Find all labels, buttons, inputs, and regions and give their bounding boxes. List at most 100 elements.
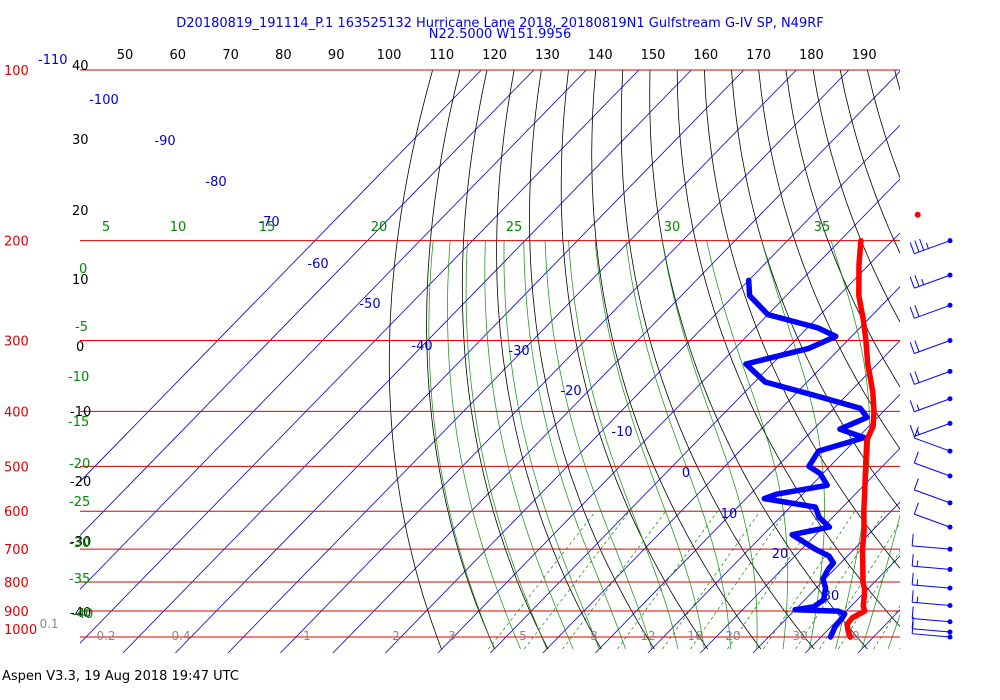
wind-barb-feather bbox=[909, 242, 915, 254]
wind-barb-feather bbox=[909, 342, 915, 354]
pressure-tick-label: 1000 bbox=[4, 623, 37, 638]
wind-barb-staff bbox=[914, 489, 951, 504]
left-axis-label: -10 bbox=[70, 405, 91, 420]
mixing-ratio-line bbox=[873, 605, 900, 650]
mixing-ratio-label: 30 bbox=[792, 629, 807, 643]
isotherm-tick-label: -70 bbox=[258, 215, 279, 230]
moist-adiabat-label: -10 bbox=[68, 370, 89, 385]
moist-adiabat-label: -35 bbox=[69, 572, 90, 587]
top-axis-label: 70 bbox=[222, 48, 239, 63]
isotherm-tick-label: -80 bbox=[205, 175, 226, 190]
wind-barb bbox=[913, 478, 953, 506]
wind-barb-staff bbox=[912, 617, 951, 623]
moist-adiabat-label: -40 bbox=[72, 607, 93, 622]
dry-adiabat-line bbox=[529, 69, 655, 650]
moist-adiabat-line bbox=[661, 240, 758, 649]
mixing-ratio-label: 2 bbox=[392, 629, 400, 643]
mixing-ratio-label: 16 bbox=[687, 629, 702, 643]
moist-adiabat-line bbox=[465, 240, 548, 650]
top-axis-label: 140 bbox=[588, 48, 613, 63]
isotherm-line bbox=[752, 501, 900, 653]
wind-barb-feather bbox=[914, 274, 920, 287]
isotherm-line bbox=[175, 69, 745, 653]
moist-adiabat-line bbox=[861, 513, 900, 650]
mixing-ratio-label: 1 bbox=[303, 629, 311, 643]
top-axis-label: 150 bbox=[641, 48, 666, 63]
isotherm-tick-label: 10 bbox=[721, 507, 738, 522]
dry-adiabat-line bbox=[426, 69, 496, 650]
moist-adiabat-label: -20 bbox=[69, 457, 90, 472]
wind-barb-feather bbox=[916, 579, 919, 586]
isotherm-tick-label: -10 bbox=[611, 425, 632, 440]
moist-adiabat-line bbox=[503, 240, 600, 650]
wind-barb bbox=[913, 426, 953, 454]
top-axis-label: 160 bbox=[693, 48, 718, 63]
top-axis-label: 120 bbox=[482, 48, 507, 63]
wind-barb-feather bbox=[911, 621, 914, 634]
mixing-ratio-label: 0.2 bbox=[96, 629, 115, 643]
left-axis-label: 30 bbox=[72, 133, 89, 148]
pressure-tick-label: 400 bbox=[4, 405, 29, 420]
wind-barb-feather bbox=[911, 590, 914, 603]
isotherm-tick-label: -50 bbox=[359, 297, 380, 312]
wind-barb-feather bbox=[911, 606, 914, 619]
mixing-ratio-line bbox=[690, 511, 787, 650]
moist-adiabat-line bbox=[706, 240, 789, 650]
mixing-ratio-label: 3 bbox=[448, 629, 456, 643]
top-axis-label: 80 bbox=[275, 48, 292, 63]
moist-adiabat-label: -30 bbox=[69, 536, 90, 551]
wind-barb-staff bbox=[914, 462, 951, 477]
isotherm-line bbox=[80, 69, 587, 590]
wind-barb-feather bbox=[919, 238, 925, 251]
wind-barb bbox=[911, 554, 953, 572]
moist-adiabat-line bbox=[447, 240, 521, 650]
dry-adiabat-line bbox=[704, 69, 900, 569]
theta-e-label: 35 bbox=[814, 220, 831, 235]
wind-barb-feather bbox=[913, 451, 919, 464]
top-axis-label: 50 bbox=[117, 48, 134, 63]
dry-adiabat-line bbox=[758, 69, 900, 450]
isotherm-line bbox=[80, 69, 640, 644]
chart-title: D20180819_191114_P.1 163525132 Hurricane… bbox=[176, 16, 824, 31]
mixing-ratio-label: 8 bbox=[590, 629, 598, 643]
moist-adiabat-line bbox=[594, 240, 705, 650]
moist-adiabat-label: -15 bbox=[68, 415, 89, 430]
isotherm-tick-label: -100 bbox=[89, 93, 119, 108]
dry-adiabat-line bbox=[812, 69, 900, 323]
moist-adiabat-line bbox=[568, 240, 679, 650]
wind-barb bbox=[909, 338, 953, 354]
top-axis-label: 60 bbox=[170, 48, 187, 63]
top-axis-label: 110 bbox=[429, 48, 454, 63]
dry-adiabat-line bbox=[388, 69, 442, 650]
theta-e-label: 25 bbox=[506, 220, 523, 235]
wind-barb-feather bbox=[916, 596, 919, 603]
moist-adiabat-line bbox=[428, 240, 495, 650]
moist-adiabat-label: -25 bbox=[69, 495, 90, 510]
wind-barb-feather bbox=[913, 426, 919, 439]
pressure-tick-label: 300 bbox=[4, 335, 29, 350]
isotherm-line bbox=[332, 70, 900, 653]
left-axis-label: -40 bbox=[70, 606, 91, 621]
theta-e-label: 15 bbox=[259, 220, 276, 235]
isotherm-line bbox=[490, 232, 900, 653]
wind-barb bbox=[911, 572, 953, 591]
wind-barb-staff bbox=[912, 545, 951, 550]
moist-adiabat-line bbox=[544, 240, 653, 650]
wind-barb-staff bbox=[914, 304, 951, 319]
top-axis-label: 130 bbox=[535, 48, 560, 63]
dry-adiabat-line bbox=[785, 69, 900, 388]
isotherm-tick-label: -90 bbox=[154, 134, 175, 149]
wind-barb-feather bbox=[913, 502, 919, 515]
isotherm-tick-label: -110 bbox=[38, 53, 68, 68]
left-axis-label: 10 bbox=[72, 273, 89, 288]
isotherm-line bbox=[280, 69, 850, 653]
dry-adiabat-line bbox=[560, 69, 709, 650]
mixing-ratio-line bbox=[523, 510, 630, 650]
isotherm-line bbox=[910, 70, 1000, 653]
isotherm-line bbox=[542, 286, 900, 653]
moist-adiabat-line bbox=[484, 240, 574, 650]
isotherm-line bbox=[595, 340, 900, 653]
grid-lines bbox=[80, 69, 1000, 653]
mixing-ratio-line bbox=[488, 510, 596, 650]
wind-barb-feather bbox=[911, 572, 914, 585]
